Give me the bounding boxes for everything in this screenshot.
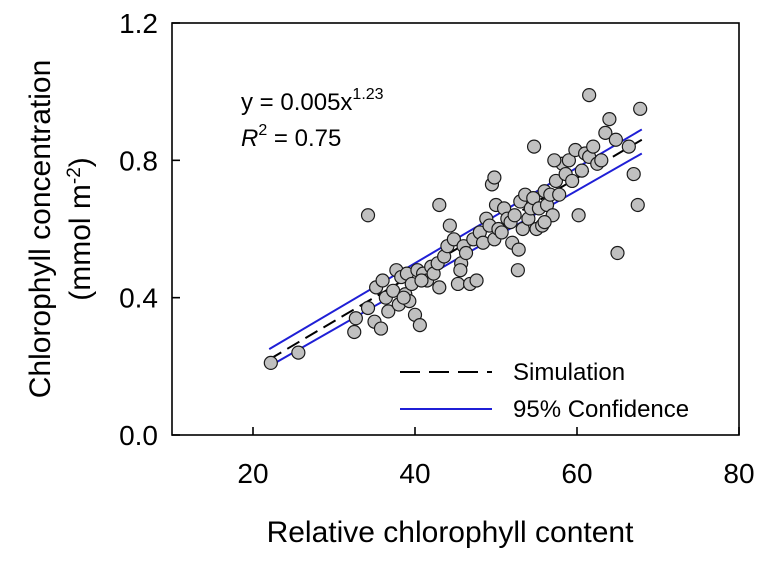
y-tick-label: 0.4 [119,283,158,314]
data-point [586,139,601,154]
data-point [561,153,577,168]
data-point [375,273,390,288]
x-tick-label: 40 [399,458,430,489]
y-tick-label: 1.2 [119,8,158,39]
y-tick-label: 0.0 [119,420,158,451]
data-point [450,276,466,292]
data-point [487,170,502,185]
data-point [469,273,484,288]
data-point [360,300,376,316]
data-point [494,225,509,240]
data-point [291,345,306,360]
data-points [263,87,648,370]
data-point [621,139,636,154]
x-tick-label: 60 [561,458,592,489]
data-point [630,197,645,213]
data-point [414,273,429,288]
data-point [412,318,427,333]
data-point [510,263,525,278]
legend-confidence-label: 95% Confidence [513,396,689,423]
legend: Simulation 95% Confidence [400,359,689,423]
plot-frame [171,22,740,436]
data-point [442,218,457,233]
data-point [552,187,567,202]
data-point [626,166,641,182]
x-axis-label: Relative chlorophyll content [267,516,635,549]
data-point [263,355,278,370]
data-point [608,132,623,147]
data-point [598,125,613,140]
data-point [458,245,474,261]
data-point [582,87,597,103]
data-point [511,242,526,257]
data-point [548,173,564,189]
legend-simulation-label: Simulation [513,359,625,386]
data-point [348,311,363,326]
data-point [537,215,552,230]
data-point [432,280,447,295]
data-point [547,153,562,168]
x-tick-label: 20 [237,458,268,489]
data-point [571,208,586,223]
data-point [432,197,447,213]
y-axis-label-line2: (mmol m-2) [64,157,97,301]
data-point [396,290,411,305]
data-point [602,112,617,127]
data-point [507,208,522,223]
y-tick-label: 0.8 [119,145,158,176]
x-tick-label: 80 [723,458,754,489]
data-point [565,173,580,189]
y-axis-label-line1: Chlorophyll concentration [24,60,57,399]
r2-annotation: R2 = 0.75 [241,122,341,152]
data-point [360,208,376,223]
data-point [453,263,468,278]
data-point [526,139,542,154]
data-point [610,245,625,261]
data-point [347,324,362,340]
data-point [574,163,589,178]
axis-ticks: 20 40 60 80 0.0 0.4 0.8 1.2 [119,8,755,489]
equation-annotation: y = 0.005x1.23 [241,86,384,116]
data-point [594,153,609,168]
data-point [381,304,396,319]
data-point [446,232,461,247]
data-point [633,101,648,116]
data-point [373,321,389,336]
